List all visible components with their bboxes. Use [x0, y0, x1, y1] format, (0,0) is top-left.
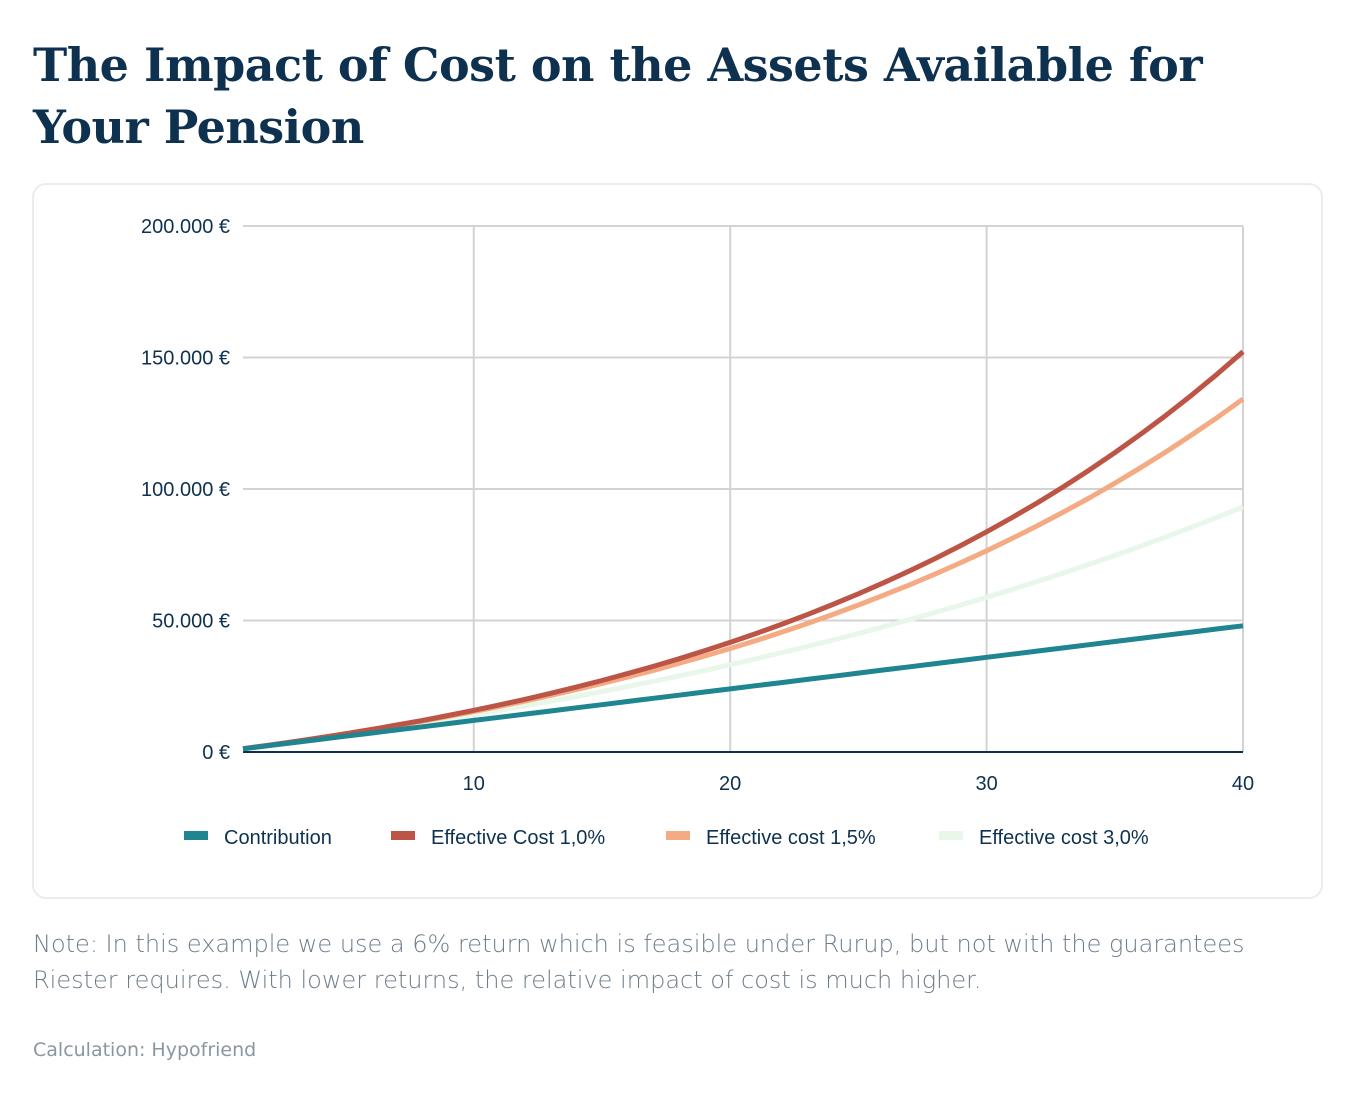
series-line: [242, 623, 1244, 752]
y-tick-label: 0 €: [202, 742, 230, 764]
legend-label: Contribution: [224, 827, 332, 849]
x-tick-label: 40: [1232, 773, 1254, 795]
y-tick-label: 100.000 €: [141, 479, 230, 501]
legend-label: Effective Cost 1,0%: [431, 827, 605, 849]
series-line: [242, 504, 1244, 752]
series-line: [242, 349, 1245, 752]
y-axis: 0 € 50.000 € 100.000 € 150.000 € 200.000 €: [141, 216, 230, 764]
series-lines: [242, 349, 1245, 752]
legend-label: Effective cost 3,0%: [979, 827, 1149, 849]
series-line: [242, 396, 1245, 752]
line-chart: 0 € 50.000 € 100.000 € 150.000 € 200.000 € 1…: [141, 216, 1254, 849]
legend-swatch: [184, 831, 208, 840]
chart-card: [32, 183, 1323, 899]
legend-swatch: [391, 831, 415, 840]
legend-swatch: [666, 831, 690, 840]
y-tick-label: 200.000 €: [141, 216, 230, 238]
note-text: Note: In this example we use a 6% return…: [33, 930, 1245, 994]
x-tick-label: 10: [463, 773, 485, 795]
page-title: The Impact of Cost on the Assets Availab…: [33, 38, 1203, 154]
x-tick-label: 20: [719, 773, 741, 795]
source-text: Calculation: Hypofriend: [33, 1039, 257, 1061]
y-tick-label: 50.000 €: [152, 611, 230, 633]
legend: Contribution Effective Cost 1,0% Effective…: [184, 827, 1149, 849]
legend-label: Effective cost 1,5%: [706, 827, 876, 849]
y-tick-label: 150.000 €: [141, 348, 230, 370]
x-axis: 10 20 30 40: [463, 773, 1254, 795]
x-tick-label: 30: [975, 773, 997, 795]
legend-swatch: [939, 831, 963, 840]
grid: [243, 225, 1244, 753]
